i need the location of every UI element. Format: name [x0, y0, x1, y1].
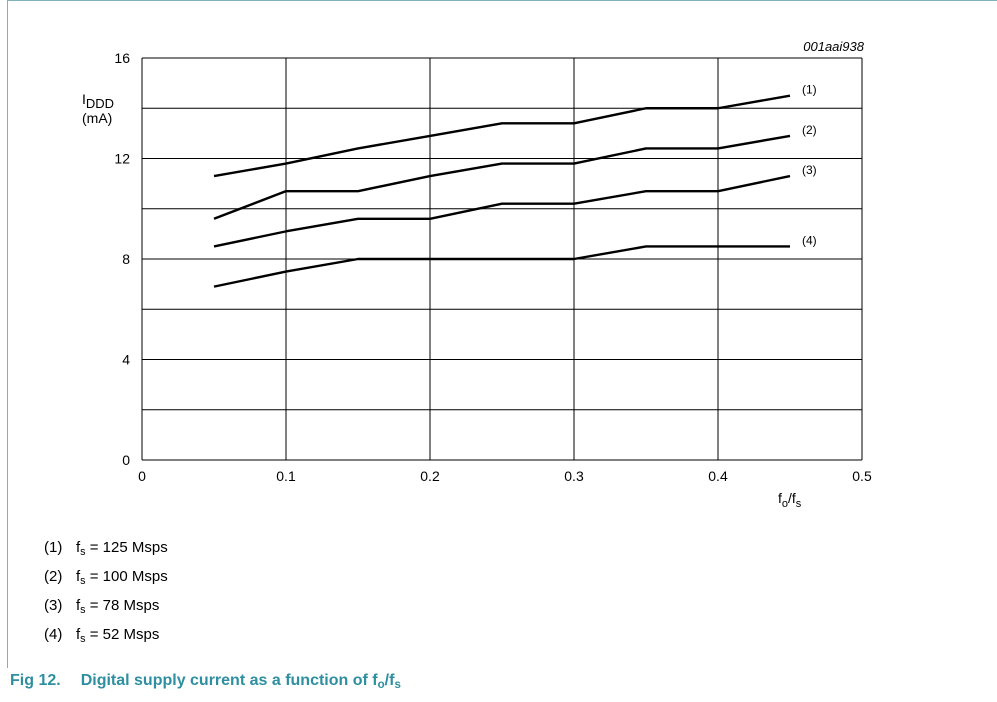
x-tick-label: 0.1	[276, 468, 296, 484]
series-line-4	[213, 245, 790, 288]
series-label-4: (4)	[802, 233, 817, 247]
legend-label: fs = 100 Msps	[76, 568, 168, 587]
legend-item: (4) fs = 52 Msps	[44, 625, 168, 654]
legend-item: (1) fs = 125 Msps	[44, 538, 168, 567]
chart-svg: 0 0.1 0.2 0.3 0.4 0.5 0 4 8 12 16 (1) (2) (3) (4) 001…	[82, 39, 872, 510]
legend-label: fs = 52 Msps	[76, 626, 160, 645]
x-tick-label: 0.5	[852, 468, 872, 484]
legend-number: (3)	[44, 597, 63, 614]
x-axis-label: fo/fs	[778, 490, 802, 510]
caption-figure-number: Fig 12.	[10, 672, 61, 689]
figure-id: 001aai938	[803, 39, 864, 54]
legend-number: (4)	[44, 626, 63, 643]
series-label-2: (2)	[802, 123, 817, 137]
x-tick-label: 0	[138, 468, 146, 484]
chart-series-labels: (1) (2) (3) (4)	[802, 83, 817, 248]
y-tick-label: 8	[122, 251, 130, 267]
legend-item: (2) fs = 100 Msps	[44, 567, 168, 596]
y-tick-label: 16	[114, 50, 130, 66]
y-tick-label: 0	[122, 452, 130, 468]
legend-label: fs = 125 Msps	[76, 539, 168, 558]
x-tick-label: 0.3	[564, 468, 584, 484]
x-tick-label: 0.2	[420, 468, 440, 484]
legend-label: fs = 78 Msps	[76, 597, 160, 616]
legend-item: (3) fs = 78 Msps	[44, 596, 168, 625]
frame-top-border	[7, 0, 997, 1]
y-tick-label: 4	[122, 352, 130, 368]
chart-series	[213, 94, 791, 288]
series-line-3	[213, 174, 791, 248]
series-label-3: (3)	[802, 163, 817, 177]
series-label-1: (1)	[802, 83, 817, 97]
legend-number: (2)	[44, 568, 63, 585]
figure-caption: Fig 12. Digital supply current as a funct…	[10, 672, 401, 691]
frame-left-border	[7, 0, 8, 668]
y-axis-label: IDDD	[82, 91, 114, 111]
x-tick-label: 0.4	[708, 468, 728, 484]
legend: (1) fs = 125 Msps (2) fs = 100 Msps (3) fs …	[44, 538, 168, 654]
legend-number: (1)	[44, 539, 63, 556]
chart-ticks: 0 0.1 0.2 0.3 0.4 0.5 0 4 8 12 16	[114, 50, 872, 484]
series-line-2	[213, 134, 791, 220]
caption-text: Digital supply current as a function of …	[80, 672, 401, 691]
y-axis-unit: (mA)	[82, 110, 112, 126]
y-tick-label: 12	[114, 151, 130, 167]
series-line-1	[213, 94, 791, 178]
